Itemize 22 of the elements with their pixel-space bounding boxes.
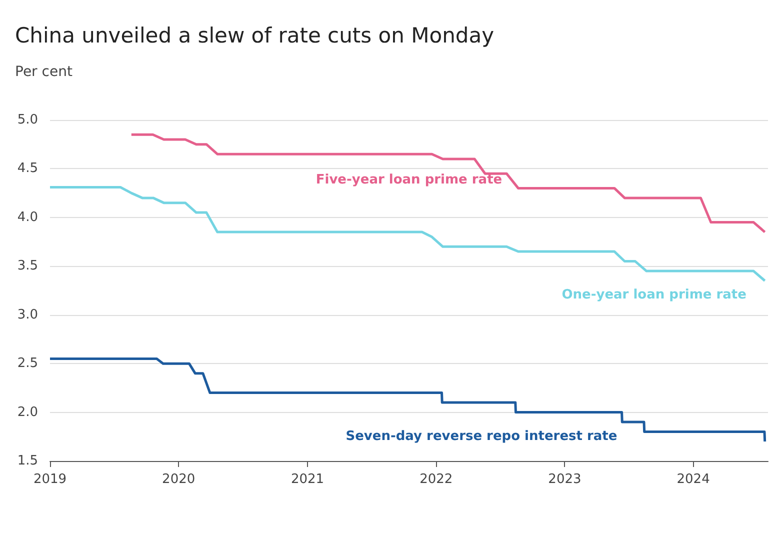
y-tick-label: 2.0 xyxy=(17,404,38,420)
y-tick-label: 2.5 xyxy=(17,356,38,372)
line-series xyxy=(48,186,766,282)
series-label: One-year loan prime rate xyxy=(562,288,747,303)
x-tick-label: 2021 xyxy=(290,472,324,487)
x-tick-label: 2023 xyxy=(548,472,582,487)
chart-title: China unveiled a slew of rate cuts on Monday xyxy=(15,24,494,48)
x-tick-label: 2022 xyxy=(420,472,453,487)
line-series xyxy=(48,357,766,443)
series-label: Seven-day reverse repo interest rate xyxy=(346,428,618,444)
line-series xyxy=(130,133,766,234)
x-tick-label: 2019 xyxy=(33,472,67,487)
series-label: Five-year loan prime rate xyxy=(316,172,502,188)
x-tick-label: 2020 xyxy=(162,472,196,487)
y-tick-label: 3.0 xyxy=(17,307,38,322)
y-tick-label: 4.5 xyxy=(17,161,38,176)
y-axis-title: Per cent xyxy=(15,64,73,80)
y-tick-label: 5.0 xyxy=(17,112,38,128)
y-tick-label: 1.5 xyxy=(17,454,38,468)
y-tick-label: 3.5 xyxy=(17,258,38,274)
y-tick-label: 4.0 xyxy=(17,210,38,225)
x-tick-label: 2024 xyxy=(676,472,710,487)
